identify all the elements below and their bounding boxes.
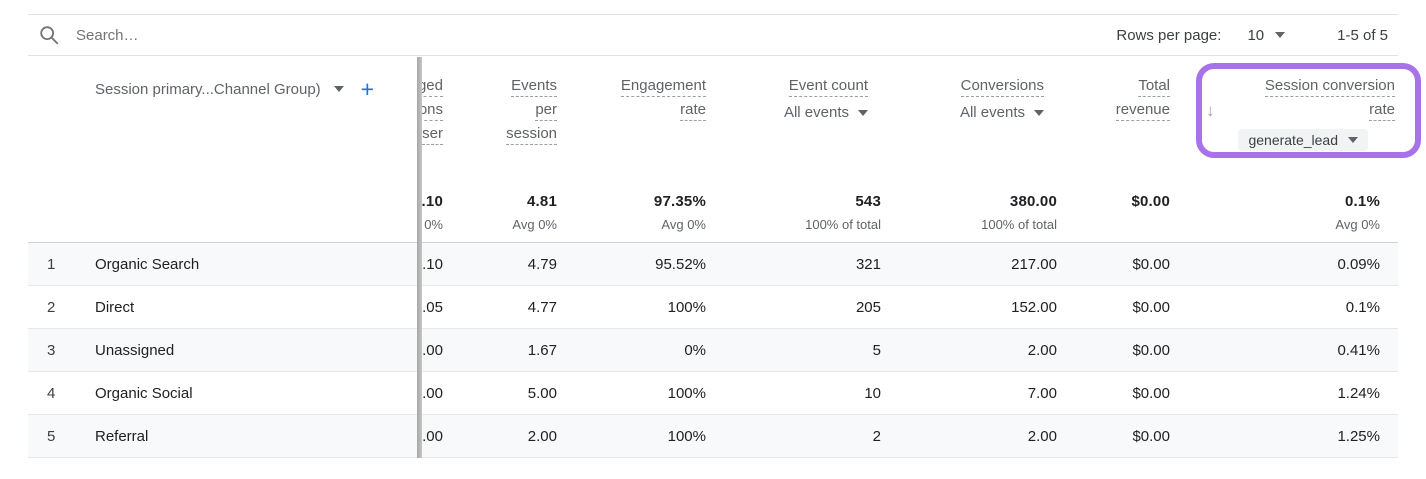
channel-name: Referral	[95, 427, 149, 445]
cell-value: 1.67	[527, 341, 557, 359]
column-header-total-revenue[interactable]: Total revenue	[1057, 57, 1170, 151]
cell-value: 0.41%	[1337, 341, 1380, 359]
table-row: 4 Organic Social .00 5.00 100% 10 7.00 $…	[28, 372, 1398, 415]
metric-headers: ged ons ser Events per session Engagemen…	[417, 57, 1395, 151]
chevron-down-icon	[1348, 137, 1358, 143]
horizontal-scrollbar-divider[interactable]	[417, 57, 422, 458]
cell-value: 95.52%	[655, 255, 706, 273]
cell-value: 100%	[667, 384, 706, 402]
cell-value: 205	[855, 298, 881, 316]
column-header-session-conversion-rate[interactable]: ↓ Session conversion rate generate_lead	[1170, 57, 1395, 151]
chevron-down-icon	[1034, 109, 1044, 116]
total-value: $0.00	[1131, 193, 1170, 210]
total-subtitle: 0%	[424, 217, 443, 232]
total-subtitle: 100% of total	[805, 217, 881, 232]
chevron-down-icon	[1275, 32, 1286, 38]
data-table: Session primary...Channel Group) + ged o…	[28, 57, 1398, 458]
cell-value: 5.00	[527, 384, 557, 402]
cell-value: $0.00	[1132, 384, 1170, 402]
total-subtitle: Avg 0%	[661, 217, 706, 232]
channel-name: Unassigned	[95, 341, 175, 359]
cell-value: 217.00	[1011, 255, 1057, 273]
cell-value: 2.00	[1027, 341, 1057, 359]
sort-descending-icon: ↓	[1206, 101, 1215, 120]
add-dimension-button[interactable]: +	[360, 76, 375, 102]
column-header-engaged-sessions-per-user[interactable]: ged ons ser	[417, 57, 443, 151]
conversion-event-selector[interactable]: generate_lead	[1238, 129, 1368, 151]
cell-value: $0.00	[1132, 427, 1170, 445]
rows-per-page-label: Rows per page:	[1116, 26, 1222, 44]
dimension-label: Session primary...Channel Group)	[95, 80, 321, 98]
cell-value: 321	[855, 255, 881, 273]
channel-name: Organic Search	[95, 255, 200, 273]
search-icon	[38, 24, 60, 46]
cell-value: 4.77	[527, 298, 557, 316]
cell-value: .00	[422, 341, 443, 359]
cell-value: 2.00	[1027, 427, 1057, 445]
column-header-event-count[interactable]: Event count All events	[783, 77, 868, 121]
total-value: 4.81	[527, 193, 557, 210]
column-header-conversions[interactable]: Conversions All events	[959, 77, 1044, 121]
total-value: 97.35%	[653, 193, 706, 210]
cell-value: 2.00	[527, 427, 557, 445]
column-header-events-per-session[interactable]: Events per session	[443, 57, 557, 151]
cell-value: $0.00	[1132, 341, 1170, 359]
cell-value: $0.00	[1132, 298, 1170, 316]
cell-value: .00	[422, 384, 443, 402]
row-number: 4	[47, 384, 56, 402]
cell-value: 0.09%	[1337, 255, 1380, 273]
cell-value: 152.00	[1011, 298, 1057, 316]
cell-value: 1.25%	[1337, 427, 1380, 445]
rows-per-page-value: 10	[1247, 26, 1265, 44]
total-value: .10	[421, 193, 443, 210]
row-number: 2	[47, 298, 56, 316]
pagination-controls: Rows per page: 10 1-5 of 5	[1116, 27, 1398, 44]
cell-value: 100%	[667, 298, 706, 316]
chevron-down-icon	[858, 109, 868, 116]
total-value: 380.00	[1009, 193, 1057, 210]
pagination-range: 1-5 of 5	[1337, 26, 1388, 44]
cell-value: 1.24%	[1337, 384, 1380, 402]
row-number: 1	[47, 255, 56, 273]
total-value: 543	[855, 193, 881, 210]
cell-value: 5	[872, 341, 881, 359]
table-row: 5 Referral .00 2.00 100% 2 2.00 $0.00 1.…	[28, 415, 1398, 458]
column-header-engagement-rate[interactable]: Engagement rate	[557, 57, 706, 151]
cell-value: 2	[872, 427, 881, 445]
totals-metrics: .10 0% 4.81 Avg 0% 97.35% Avg 0% 543 100% of…	[417, 180, 1380, 232]
cell-value: $0.00	[1132, 255, 1170, 273]
table-row: 3 Unassigned .00 1.67 0% 5 2.00 $0.00 0.…	[28, 329, 1398, 372]
rows-per-page-select[interactable]: 10	[1247, 26, 1286, 44]
conversions-event-selector[interactable]: All events	[960, 104, 1044, 121]
cell-value: .05	[422, 298, 443, 316]
channel-name: Organic Social	[95, 384, 193, 402]
channel-name: Direct	[95, 298, 135, 316]
cell-value: 4.79	[527, 255, 557, 273]
total-subtitle: Avg 0%	[512, 217, 557, 232]
table-row: 2 Direct .05 4.77 100% 205 152.00 $0.00 …	[28, 286, 1398, 329]
table-toolbar: Rows per page: 10 1-5 of 5	[28, 14, 1398, 56]
cell-value: .10	[422, 255, 443, 273]
event-count-event-selector[interactable]: All events	[784, 104, 868, 121]
total-subtitle: Avg 0%	[1335, 217, 1380, 232]
table-header-row: Session primary...Channel Group) + ged o…	[28, 57, 1398, 180]
dimension-header: Session primary...Channel Group) +	[95, 76, 375, 102]
row-number: 5	[47, 427, 56, 445]
cell-value: 100%	[667, 427, 706, 445]
cell-value: 0%	[684, 341, 706, 359]
total-subtitle: 100% of total	[981, 217, 1057, 232]
cell-value: 7.00	[1027, 384, 1057, 402]
cell-value: 0.1%	[1345, 298, 1380, 316]
totals-row: .10 0% 4.81 Avg 0% 97.35% Avg 0% 543 100% of…	[28, 180, 1398, 243]
cell-value: .00	[422, 427, 443, 445]
search-input[interactable]	[74, 25, 1117, 45]
row-number: 3	[47, 341, 56, 359]
cell-value: 10	[864, 384, 881, 402]
chevron-down-icon	[333, 86, 344, 92]
total-value: 0.1%	[1345, 193, 1380, 210]
dimension-selector[interactable]: Session primary...Channel Group)	[95, 81, 344, 98]
table-row: 1 Organic Search .10 4.79 95.52% 321 217…	[28, 243, 1398, 286]
